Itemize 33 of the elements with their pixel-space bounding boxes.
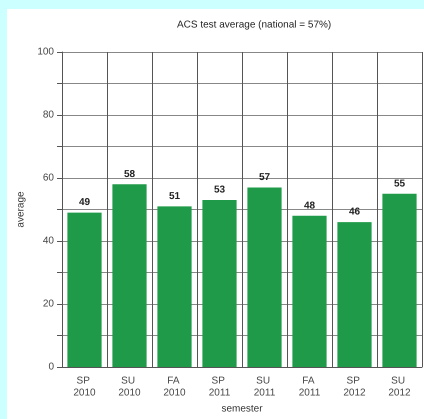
x-tick-label: SU 2011 [254, 376, 276, 398]
bar [157, 206, 192, 367]
bar [382, 194, 417, 367]
data-label: 49 [78, 197, 90, 208]
y-tick-label: 20 [42, 298, 54, 310]
data-label: 46 [348, 206, 360, 218]
y-tick-label: 60 [42, 172, 54, 184]
y-tick-label: 100 [37, 46, 54, 58]
bar [292, 216, 327, 367]
bar [337, 222, 372, 367]
bar [67, 212, 102, 367]
y-tick-label: 40 [42, 236, 54, 246]
bar [247, 187, 282, 367]
data-label: 58 [124, 168, 136, 180]
x-tick-label: FA 2011 [298, 376, 321, 398]
x-tick-label: SU 2012 [388, 376, 412, 398]
y-tick-label: 80 [42, 110, 54, 120]
x-tick-label: SP 2011 [208, 376, 231, 398]
chart-title: ACS test average (national = 57%) [177, 20, 332, 30]
bar [112, 184, 147, 367]
y-tick-label: 0 [48, 362, 54, 372]
y-axis-title: average [16, 190, 26, 228]
x-tick-label: SP 2012 [343, 376, 366, 398]
data-label: 53 [214, 184, 226, 196]
x-tick-label: SP 2010 [73, 376, 96, 398]
data-label: 55 [394, 178, 406, 190]
data-label: 48 [304, 200, 316, 212]
x-tick-label: SU 2010 [118, 376, 142, 398]
x-tick-label: FA 2010 [163, 376, 186, 398]
data-label: 51 [168, 190, 180, 202]
x-axis-title: semester [221, 403, 264, 414]
bar [202, 200, 237, 367]
data-label: 57 [258, 172, 270, 183]
